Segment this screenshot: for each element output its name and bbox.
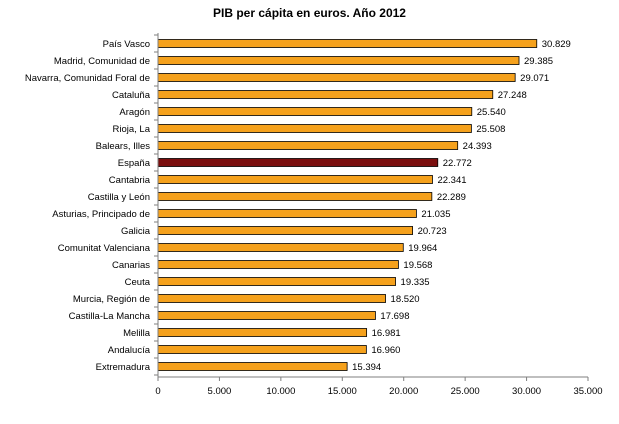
category-label: España [118,158,151,169]
category-label: Asturias, Principado de [52,209,150,220]
x-tick-label: 5.000 [208,386,232,397]
category-label: Castilla y León [88,192,150,203]
category-label: País Vasco [103,39,150,50]
category-label: Navarra, Comunidad Foral de [25,73,150,84]
bar [157,73,516,82]
bar [157,311,376,320]
value-label: 21.035 [421,209,450,220]
value-label: 22.341 [437,175,466,186]
axes-layer: 0 5.000 10.000 15.000 20.000 25.000 30.000 35.0… [154,33,603,397]
category-label: Canarias [112,260,150,271]
bar [157,158,439,167]
category-label: Andalucía [108,345,151,356]
value-label: 29.385 [524,56,553,67]
bar [157,175,433,184]
category-label: Galicia [121,226,151,237]
x-tick-label: 30.000 [512,386,541,397]
value-label: 19.335 [401,277,430,288]
x-tick-label: 25.000 [451,386,480,397]
bar [157,277,396,286]
category-label: Cantabria [109,175,151,186]
category-label: Aragón [119,107,150,118]
category-label: Cataluña [112,90,151,101]
x-tick-label: 0 [155,386,160,397]
bar [157,56,520,65]
value-label: 19.568 [403,260,432,271]
value-label: 25.508 [476,124,505,135]
category-label: Rioja, La [113,124,151,135]
bar [157,345,367,354]
bar [157,192,433,201]
bar [157,226,413,235]
chart-title: PIB per cápita en euros. Año 2012 [213,6,406,20]
x-tick-label: 10.000 [266,386,295,397]
value-label: 24.393 [463,141,492,152]
bar [157,328,368,337]
value-label: 16.960 [371,345,400,356]
category-label: Balears, Illes [96,141,151,152]
x-tick-label: 20.000 [389,386,418,397]
category-label: Murcia, Región de [73,294,150,305]
value-label: 30.829 [542,39,571,50]
value-label: 19.964 [408,243,437,254]
value-label: 27.248 [498,90,527,101]
value-label: 16.981 [372,328,401,339]
bar [157,260,399,269]
bar [157,362,348,371]
bar [157,124,472,133]
value-label: 18.520 [391,294,420,305]
bar [157,107,473,116]
bar [157,243,404,252]
category-label: Ceuta [125,277,151,288]
x-tick-label: 35.000 [573,386,602,397]
bars-layer [157,39,538,371]
bar [157,39,538,48]
bar [157,294,386,303]
category-label: Melilla [123,328,151,339]
value-label: 22.772 [443,158,472,169]
value-label: 17.698 [380,311,409,322]
bar [157,209,417,218]
value-label: 15.394 [352,362,381,373]
value-label: 29.071 [520,73,549,84]
category-label: Madrid, Comunidad de [54,56,150,67]
value-label: 22.289 [437,192,466,203]
bar [157,141,459,150]
value-label: 25.540 [477,107,506,118]
labels-layer: País Vasco 30.829 Madrid, Comunidad de 29.3… [25,39,571,373]
category-label: Castilla-La Mancha [69,311,151,322]
category-label: Extremadura [96,362,151,373]
x-tick-label: 15.000 [328,386,357,397]
bar [157,90,494,99]
category-label: Comunitat Valenciana [58,243,151,254]
value-label: 20.723 [418,226,447,237]
